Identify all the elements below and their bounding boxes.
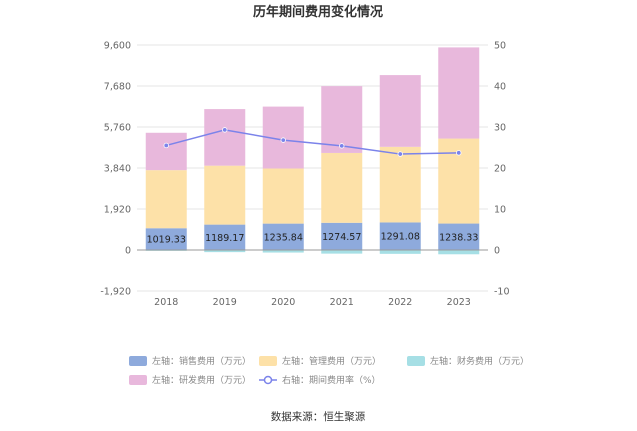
bar-segment xyxy=(321,250,363,254)
legend-label: 左轴：财务费用（万元） xyxy=(430,355,529,367)
y-left-tick-label: 3,840 xyxy=(104,164,131,175)
rate-line-point xyxy=(397,151,403,157)
bar-segment xyxy=(379,146,421,223)
y-right-tick-label: 10 xyxy=(494,205,506,216)
rate-line-point xyxy=(163,142,169,149)
bar-segment xyxy=(438,250,480,255)
y-left-tick-label: 9,600 xyxy=(104,41,131,52)
gridlines xyxy=(137,44,488,292)
rate-line-point xyxy=(456,150,462,156)
source-note: 数据来源：恒生聚源 xyxy=(271,410,366,423)
x-tick-label: 2018 xyxy=(154,297,178,308)
y-left-tick-label: 1,920 xyxy=(104,205,131,216)
legend[interactable]: 左轴：销售费用（万元） 左轴：管理费用（万元） 左轴：财务费用（万元） 左轴：研发费用… xyxy=(129,355,529,386)
legend-marker-icon xyxy=(263,375,273,385)
bar-segment xyxy=(379,250,421,254)
x-tick-label: 2020 xyxy=(271,297,295,308)
y-right-tick-label: -10 xyxy=(494,287,510,298)
y-right-tick-label: 50 xyxy=(494,41,506,52)
bar-segment xyxy=(262,250,304,253)
legend-label: 左轴：销售费用（万元） xyxy=(152,355,251,367)
legend-label: 右轴：期间费用率（%） xyxy=(282,374,381,386)
data-labels: 1019.33 1189.17 1235.84 1274.57 1291.08 1238.… xyxy=(147,232,479,246)
x-tick-label: 2023 xyxy=(447,297,471,308)
bar-segment xyxy=(204,109,246,166)
legend-swatch-icon xyxy=(129,356,147,366)
bar-segment xyxy=(145,228,187,250)
x-tick-label: 2022 xyxy=(388,297,412,308)
bar-segment xyxy=(262,168,304,224)
rate-line-point xyxy=(339,143,345,149)
x-tick-label: 2019 xyxy=(213,297,237,308)
bar-segment xyxy=(145,132,187,171)
bar-data-label: 1274.57 xyxy=(322,232,361,243)
legend-swatch-icon xyxy=(129,375,147,385)
bar-segment xyxy=(321,152,363,223)
legend-label: 左轴：研发费用（万元） xyxy=(152,374,251,386)
bar-data-label: 1019.33 xyxy=(147,235,186,246)
bar-segment xyxy=(204,224,246,250)
y-right-tick-label: 0 xyxy=(494,246,500,257)
legend-swatch-icon xyxy=(259,356,277,366)
rate-line-path xyxy=(166,129,459,155)
y-left-tick-label: 0 xyxy=(125,246,131,257)
y-left-tick-label: -1,920 xyxy=(100,287,131,298)
bar-segment xyxy=(321,86,363,153)
bar-group xyxy=(145,47,480,255)
bar-segment xyxy=(438,47,480,139)
bar-segment xyxy=(438,223,480,250)
y-right-tick-label: 40 xyxy=(494,82,506,93)
y-right-tick-label: 30 xyxy=(494,123,506,134)
y-left-tick-label: 5,760 xyxy=(104,123,131,134)
bar-data-label: 1291.08 xyxy=(381,232,420,243)
y-left-tick-label: 7,680 xyxy=(104,82,131,93)
bar-segment xyxy=(379,75,421,147)
legend-label: 左轴：管理费用（万元） xyxy=(282,355,381,367)
bar-segment xyxy=(262,223,304,250)
axis-ticks: 9,600 7,680 5,760 3,840 1,920 0 -1,920 50 40 30 20… xyxy=(100,41,509,309)
bar-data-label: 1235.84 xyxy=(264,232,303,243)
x-tick-label: 2021 xyxy=(330,297,354,308)
bar-data-label: 1238.33 xyxy=(439,232,478,243)
bar-data-label: 1189.17 xyxy=(205,233,244,244)
chart-title: 历年期间费用变化情况 xyxy=(253,4,383,20)
bar-segment xyxy=(145,170,187,229)
rate-line-point xyxy=(222,127,228,133)
legend-swatch-icon xyxy=(407,356,425,366)
bar-segment xyxy=(379,222,421,250)
y-right-tick-label: 20 xyxy=(494,164,506,175)
rate-line-point xyxy=(280,137,286,143)
rate-line xyxy=(163,127,462,157)
bar-segment xyxy=(204,250,246,253)
bar-segment xyxy=(204,165,246,225)
bar-segment xyxy=(321,222,363,250)
